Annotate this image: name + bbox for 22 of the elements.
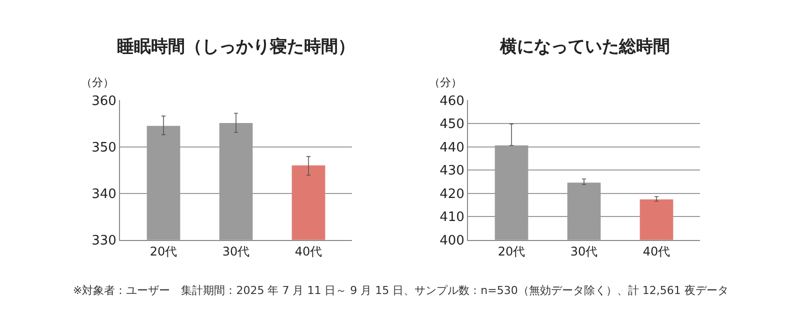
y-tick-label: 330 (92, 233, 116, 248)
x-tick-label: 20代 (150, 244, 178, 258)
y-tick-label: 350 (92, 140, 116, 156)
y-tick-label: 410 (440, 210, 464, 226)
chart-title: 横になっていた総時間 (499, 37, 670, 57)
y-tick-label: 420 (440, 186, 464, 202)
y-tick-label: 340 (92, 186, 116, 202)
x-tick-label: 30代 (570, 244, 598, 258)
y-tick-label: 400 (440, 233, 464, 248)
chart-title: 睡眠時間（しっかり寝た時間） (117, 37, 355, 57)
x-tick-label: 40代 (294, 244, 322, 258)
y-axis-title: （分） (81, 76, 114, 89)
y-axis-title: （分） (429, 76, 462, 89)
y-tick-label: 360 (92, 94, 116, 109)
text: ※対象者：ユーザー 集計期間：2025 年 7 月 11 日～ 9 月 15 日、サンプル数：n=530（無効データ除く）、計 12,561 夜データ (73, 284, 728, 297)
x-tick-label: 40代 (642, 244, 670, 258)
y-tick-label: 450 (440, 117, 464, 132)
x-tick-label: 30代 (222, 244, 250, 258)
y-tick-label: 430 (440, 164, 464, 179)
x-tick-label: 20代 (498, 244, 526, 258)
y-tick-label: 460 (440, 94, 464, 109)
y-tick-label: 440 (440, 140, 464, 156)
